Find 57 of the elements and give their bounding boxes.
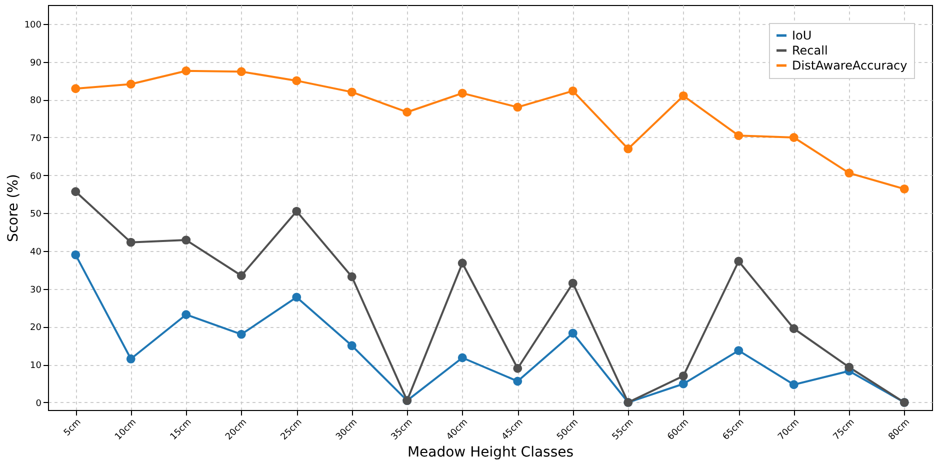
point <box>402 108 412 117</box>
point <box>236 67 246 76</box>
y-axis-title: Score (%) <box>5 174 22 242</box>
point <box>678 379 688 388</box>
y-tick-label: 20 <box>30 323 42 334</box>
point <box>347 272 356 282</box>
legend-label: Recall <box>792 44 828 58</box>
y-tick-label: 30 <box>30 285 42 296</box>
point <box>513 376 522 386</box>
point <box>789 380 798 390</box>
y-tick-label: 0 <box>36 398 42 409</box>
point <box>236 330 246 339</box>
point <box>292 76 302 86</box>
point <box>458 88 467 98</box>
point <box>71 250 80 260</box>
point <box>458 258 467 268</box>
point <box>734 131 744 140</box>
point <box>789 324 798 334</box>
point <box>292 292 302 302</box>
point <box>734 256 744 266</box>
y-tick-label: 60 <box>30 172 42 182</box>
y-tick-label: 80 <box>30 96 42 106</box>
point <box>126 354 136 364</box>
point <box>624 144 633 154</box>
point <box>844 168 854 178</box>
point <box>126 238 136 247</box>
point <box>734 346 744 356</box>
y-tick-label: 50 <box>30 210 42 220</box>
legend-label: IoU <box>792 28 812 42</box>
y-tick-label: 90 <box>30 58 42 68</box>
point <box>458 353 467 362</box>
point <box>678 91 688 100</box>
point <box>71 84 80 94</box>
point <box>292 206 302 216</box>
point <box>844 362 854 372</box>
point <box>347 88 356 97</box>
point <box>126 80 136 89</box>
point <box>568 86 578 96</box>
point <box>182 66 191 76</box>
point <box>568 328 578 338</box>
point <box>513 364 522 373</box>
point <box>678 371 688 380</box>
point <box>900 184 909 194</box>
y-tick-label: 10 <box>30 361 42 372</box>
point <box>347 341 356 350</box>
point <box>236 271 246 280</box>
point <box>71 187 80 196</box>
point <box>568 278 578 288</box>
legend-label: DistAwareAccuracy <box>792 58 908 72</box>
y-tick-label: 70 <box>30 134 42 144</box>
point <box>182 310 191 320</box>
x-axis-title: Meadow Height Classes <box>407 444 574 461</box>
y-tick-label: 100 <box>24 20 42 30</box>
point <box>789 133 798 142</box>
point <box>513 102 522 112</box>
point <box>182 236 191 245</box>
y-tick-label: 40 <box>30 248 42 258</box>
